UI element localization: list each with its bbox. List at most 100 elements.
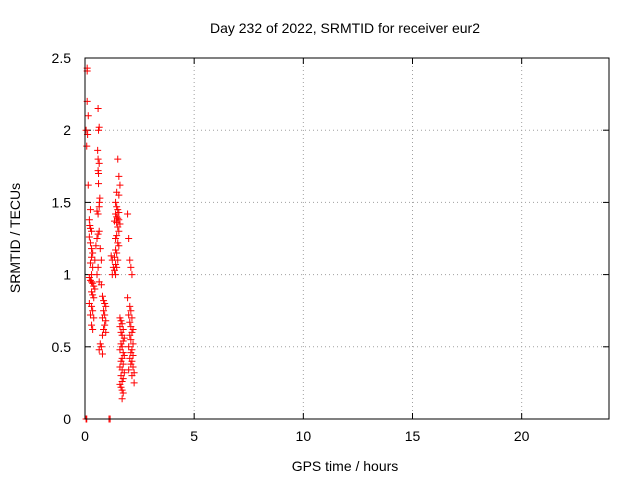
data-point: [117, 340, 125, 348]
data-point: [125, 311, 133, 319]
data-point: [118, 354, 126, 362]
data-point: [84, 181, 92, 189]
x-tick-label: 15: [405, 428, 421, 444]
data-point: [94, 105, 102, 113]
data-point: [119, 389, 127, 397]
data-point: [115, 242, 123, 250]
data-point: [115, 172, 123, 180]
data-point: [114, 214, 122, 222]
data-point: [88, 253, 96, 261]
data-point: [98, 292, 106, 300]
data-points: [82, 64, 138, 423]
data-point: [98, 350, 106, 358]
data-point: [95, 203, 103, 211]
data-point: [97, 256, 105, 264]
data-point: [128, 346, 136, 354]
data-point: [116, 380, 124, 388]
data-point: [88, 227, 96, 235]
data-point: [82, 126, 90, 134]
data-point: [88, 288, 96, 296]
data-point: [95, 170, 103, 178]
data-point: [86, 259, 94, 267]
data-point: [127, 307, 135, 315]
data-point: [114, 155, 122, 163]
data-point: [107, 252, 115, 260]
data-point: [118, 395, 126, 403]
chart-title: Day 232 of 2022, SRMTID for receiver eur…: [210, 20, 480, 36]
data-point: [89, 291, 97, 299]
data-point: [110, 266, 118, 274]
data-point: [112, 198, 120, 206]
plot-border: [84, 57, 610, 420]
data-point: [128, 372, 136, 380]
data-point: [108, 271, 116, 279]
y-tick-label: 2: [63, 122, 71, 138]
data-point: [124, 210, 132, 218]
data-point: [88, 245, 96, 253]
data-point: [112, 235, 120, 242]
data-point: [86, 222, 94, 230]
data-point: [89, 249, 97, 257]
data-point: [96, 340, 104, 348]
data-point: [101, 299, 109, 307]
data-point: [96, 245, 104, 253]
data-point: [115, 191, 123, 199]
data-point: [101, 321, 109, 329]
data-point: [100, 307, 108, 315]
data-point: [108, 256, 116, 264]
data-point: [117, 383, 125, 391]
y-axis-label: SRMTID / TECUs: [7, 183, 23, 293]
data-point: [86, 239, 94, 247]
data-point: [109, 263, 117, 271]
data-point: [92, 242, 100, 250]
data-point: [113, 232, 121, 240]
data-point: [88, 302, 96, 310]
data-point: [94, 263, 102, 271]
data-point: [84, 112, 92, 120]
x-tick-label: 10: [296, 428, 312, 444]
data-point: [115, 209, 123, 217]
data-point: [93, 235, 101, 242]
data-point: [126, 256, 134, 264]
data-point: [88, 278, 96, 286]
data-point: [129, 340, 137, 348]
data-point: [126, 318, 134, 326]
data-point: [129, 351, 137, 359]
x-tick-label: 0: [81, 428, 89, 444]
data-point: [94, 210, 102, 218]
data-point: [126, 302, 134, 310]
data-point: [89, 307, 97, 315]
data-point: [128, 314, 136, 322]
data-point: [119, 360, 127, 368]
y-tick-label: 2.5: [52, 50, 72, 66]
data-point: [116, 346, 124, 354]
y-tick-label: 1.5: [52, 194, 72, 210]
data-point: [116, 323, 124, 331]
data-point: [102, 328, 110, 336]
data-point: [95, 180, 103, 188]
data-point: [128, 271, 136, 279]
data-point: [113, 219, 121, 227]
data-point: [93, 271, 101, 279]
data-point: [94, 230, 102, 238]
data-point: [126, 331, 134, 339]
data-point: [120, 369, 128, 377]
data-point: [124, 294, 132, 302]
data-point: [117, 317, 125, 325]
data-point: [120, 334, 128, 342]
data-point: [95, 126, 103, 134]
data-point: [86, 311, 94, 319]
data-point: [127, 336, 135, 344]
data-point: [90, 294, 98, 302]
data-point: [95, 159, 103, 167]
data-point: [118, 386, 126, 394]
x-tick-label: 20: [514, 428, 530, 444]
data-point: [94, 155, 102, 163]
data-point: [114, 223, 122, 231]
data-point: [93, 207, 101, 215]
data-point: [91, 285, 99, 293]
grid-lines: [85, 58, 609, 419]
data-point: [86, 206, 94, 214]
